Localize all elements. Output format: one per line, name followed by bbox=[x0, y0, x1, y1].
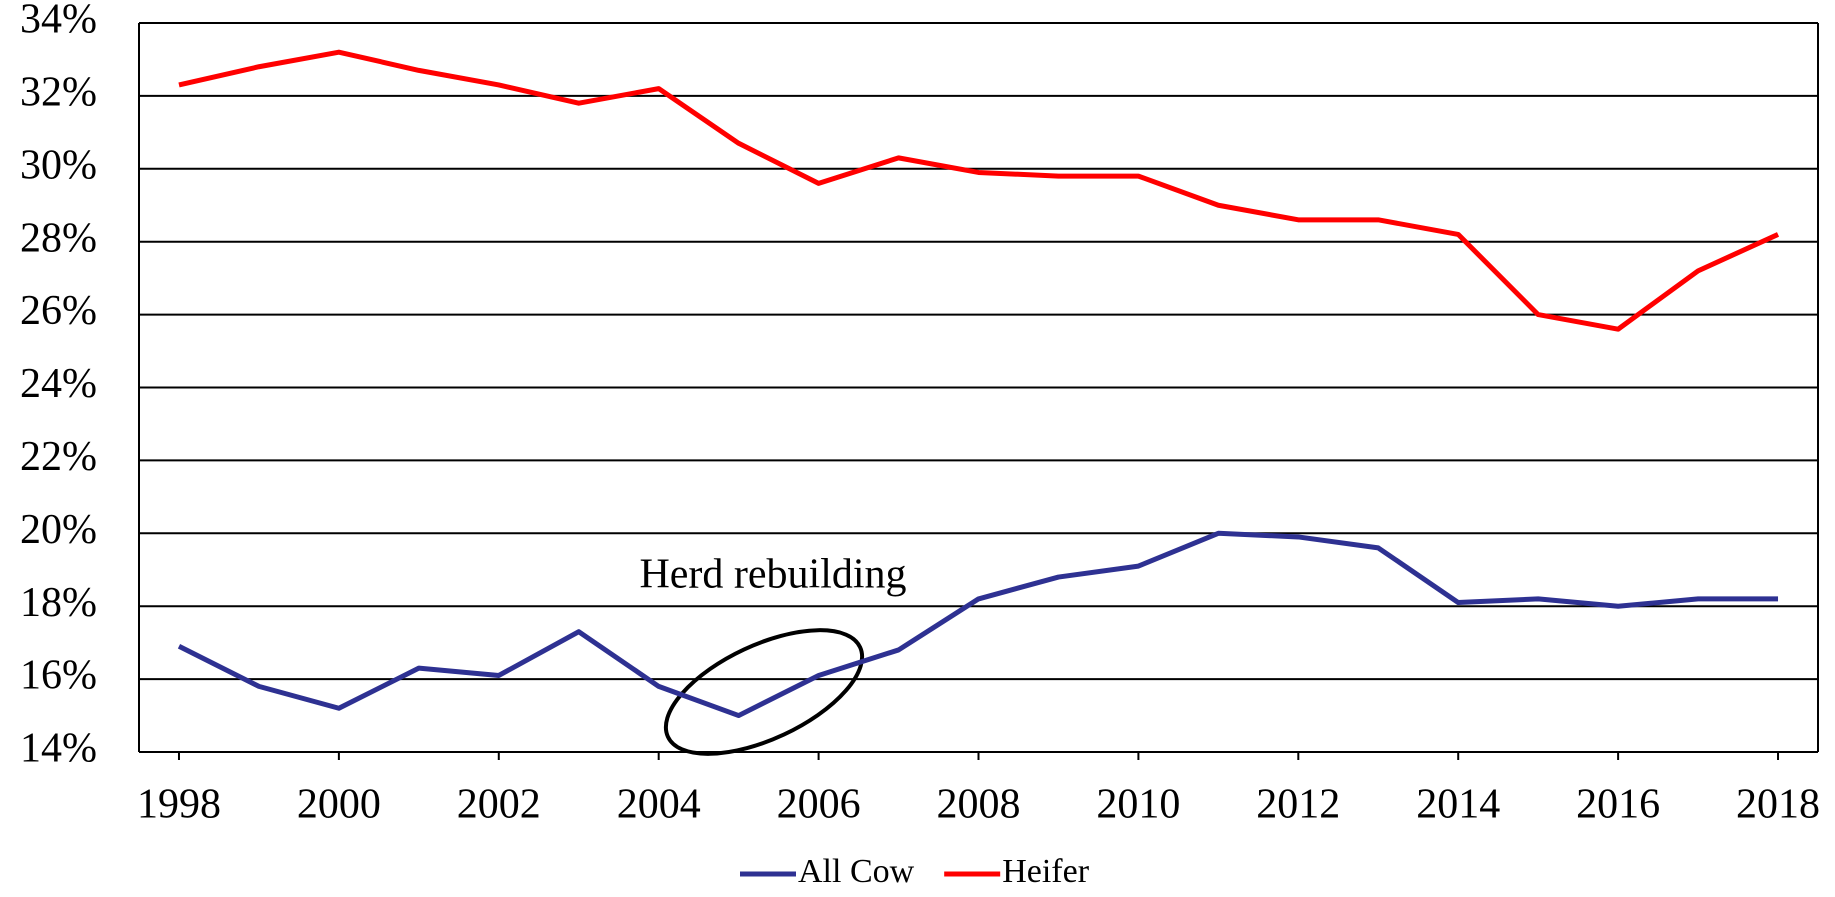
legend-label: Heifer bbox=[1002, 853, 1090, 890]
series-line bbox=[178, 49, 1780, 332]
x-tick-label: 2008 bbox=[937, 782, 1021, 828]
y-tick-label: 24% bbox=[20, 361, 97, 407]
legend-label: All Cow bbox=[798, 853, 915, 890]
y-tick-label: 20% bbox=[20, 507, 97, 553]
y-tick-label: 26% bbox=[20, 288, 97, 334]
annotation-ellipse bbox=[663, 628, 865, 756]
x-tick-label: 2010 bbox=[1096, 782, 1180, 828]
y-tick-label: 30% bbox=[20, 142, 97, 188]
y-tick-label: 22% bbox=[20, 434, 97, 480]
x-tick-label: 2006 bbox=[777, 782, 861, 828]
y-tick-label: 28% bbox=[20, 215, 97, 261]
x-tick-label: 2018 bbox=[1736, 782, 1820, 828]
series-line bbox=[177, 530, 1779, 719]
x-tick-label: 2014 bbox=[1416, 782, 1500, 828]
x-tick-label: 2000 bbox=[297, 782, 381, 828]
y-tick-label: 32% bbox=[20, 70, 97, 116]
y-tick-label: 14% bbox=[20, 726, 97, 772]
x-tick-label: 2004 bbox=[617, 782, 701, 828]
y-tick-label: 18% bbox=[20, 580, 97, 626]
y-tick-label: 34% bbox=[20, 0, 97, 43]
y-tick-label: 16% bbox=[20, 653, 97, 699]
x-tick-label: 2002 bbox=[457, 782, 541, 828]
x-tick-label: 2016 bbox=[1576, 782, 1660, 828]
annotation: Herd rebuilding bbox=[639, 552, 906, 598]
x-tick-label: 1998 bbox=[137, 782, 221, 828]
x-tick-label: 2012 bbox=[1256, 782, 1340, 828]
